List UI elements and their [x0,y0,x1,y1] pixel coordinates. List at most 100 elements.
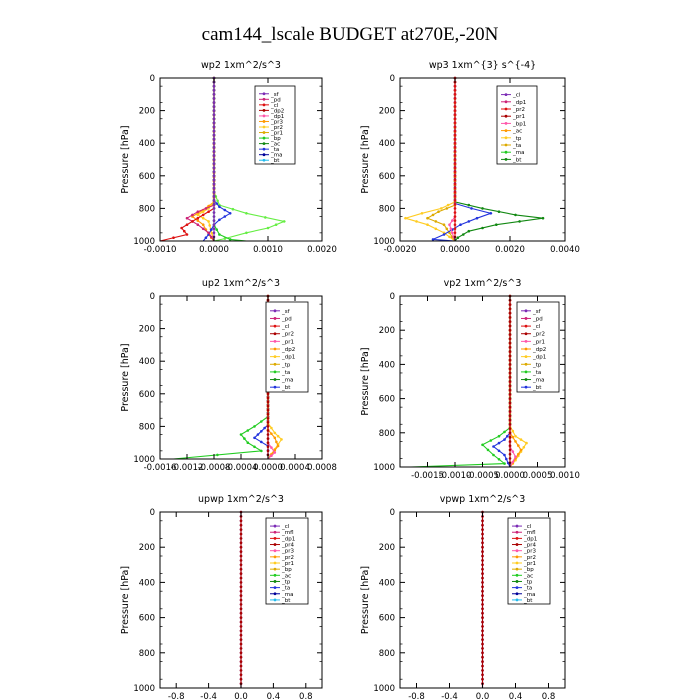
y-tick-label: 0 [390,292,395,302]
series-marker [508,401,512,405]
series-marker [518,220,521,223]
legend-entry: _tp [281,579,291,585]
series-marker [508,418,512,422]
x-tick-label: -0.0005 [466,471,499,481]
series-marker [266,226,270,230]
x-tick-label: 0.4 [509,692,523,700]
legend-marker [515,530,519,534]
legend-marker [273,524,277,528]
series-marker [481,443,484,447]
series-marker [212,178,216,182]
legend-entry: _pr1 [270,131,283,137]
series-line [410,296,511,468]
legend-marker [504,158,508,161]
series-marker [453,231,457,235]
legend-entry: _pr2 [532,332,545,338]
legend-entry: _ac [281,573,291,579]
series-marker [239,611,243,615]
series-marker [453,88,457,92]
legend-marker [515,573,519,577]
series-marker [434,227,438,231]
legend-entry: _ac [512,129,522,135]
series-marker [453,215,457,218]
series-marker [453,125,457,129]
series-marker [196,213,200,217]
series-marker [260,420,263,423]
legend-marker [273,309,277,313]
series-marker [467,220,471,223]
series-marker [239,655,243,659]
series-marker [239,629,243,633]
x-tick-label: 0.0020 [307,245,337,255]
series-marker [212,194,216,198]
series-marker [508,320,512,323]
series-marker [470,207,473,210]
series-marker [266,396,270,400]
series-marker [212,166,216,169]
x-tick-label: 0.0000 [253,463,283,473]
series-marker [264,216,267,219]
series-marker [508,388,512,392]
y-tick-label: 800 [139,204,155,214]
series-marker [270,446,273,449]
legend-marker [504,143,508,147]
series-marker [207,210,210,213]
legend-marker [273,580,277,583]
y-tick-label: 0 [390,74,395,84]
legend-entry: _pr3 [281,549,295,555]
legend-entry: _ta [512,143,521,149]
panel-2: wp3 1xm^{3} s^{-4} Pressure [hPa] 0 200 400 6… [360,60,580,255]
series-marker [481,607,484,611]
panel-title: vpwp 1xm^2/s^3 [440,494,526,505]
legend-entry: _pd [532,316,543,322]
series-marker [489,439,493,442]
legend-entry: _tp [532,362,542,368]
series-marker [185,216,189,220]
series-marker [212,203,216,206]
y-tick-label: 400 [139,578,155,588]
series-marker [223,215,227,218]
legend-marker [273,567,277,571]
legend-marker [273,347,277,351]
series-marker [239,607,243,611]
legend-entry: _dp1 [281,355,295,361]
series-marker [212,182,216,186]
series-marker [508,350,512,353]
legend-marker [262,120,266,123]
legend-marker [262,131,266,134]
y-tick-label: 600 [139,172,155,182]
plot-frame [399,77,566,242]
legend-marker [273,530,277,534]
series-line [426,78,456,242]
series-marker [467,229,471,233]
figure-title: cam144_lscale BUDGET at270E,-20N [202,24,499,45]
legend-entry: _tp [512,136,522,142]
series-marker [212,186,216,190]
series-marker [185,223,189,226]
legend-box [496,85,538,165]
legend-marker [515,598,519,602]
legend-entry: _cl [512,93,521,99]
legend-marker [273,385,277,389]
series-marker [212,137,216,141]
series-marker [212,109,216,112]
series-marker [172,236,175,239]
y-tick-label: 1000 [133,684,155,694]
legend-entry: _dp1 [532,355,546,361]
series-marker [223,237,227,240]
y-tick-label: 400 [379,360,395,370]
x-tick-label: 0.0004 [280,463,310,473]
legend-entry: _ta [281,370,290,376]
series-marker [266,392,270,396]
series-marker [453,101,457,104]
series-marker [481,532,484,536]
legend-box [265,301,309,393]
series-line [432,78,493,242]
series-marker [481,572,484,575]
series-marker [270,432,273,436]
series-marker [212,158,216,161]
series-marker [426,216,429,220]
series-marker [508,435,512,439]
series-marker [508,346,512,349]
legend-entry: _bt [512,157,522,163]
